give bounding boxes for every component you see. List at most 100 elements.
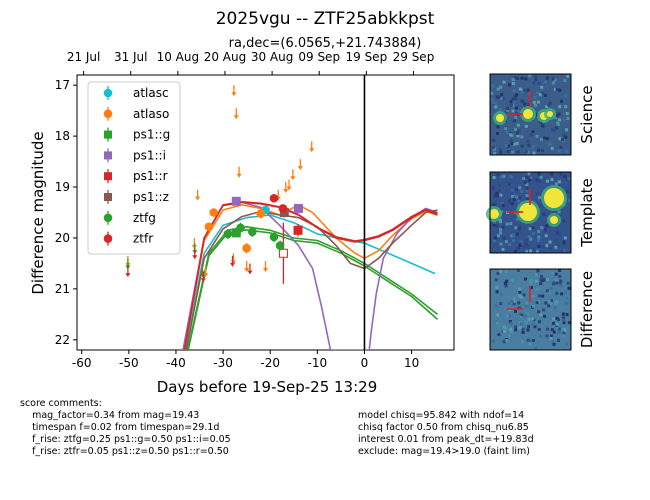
cutout-noise (494, 105, 498, 109)
upper-limit-arrow (309, 141, 315, 153)
x-tick-label: -50 (119, 356, 139, 370)
cutout-noise (531, 247, 535, 251)
cutout-noise (506, 144, 510, 148)
cutout-noise (558, 137, 562, 141)
cutout-noise (514, 309, 517, 313)
x-tick-label: -20 (260, 356, 280, 370)
cutout-noise (558, 105, 562, 109)
cutout-noise (492, 223, 496, 227)
cutout-noise (512, 197, 516, 201)
upper-limit-arrow (192, 248, 198, 260)
limit-head (236, 173, 242, 178)
cutout-star (519, 203, 537, 221)
legend-marker (103, 88, 113, 98)
limit-head (195, 196, 201, 201)
cutout-noise (544, 228, 547, 232)
cutout-noise (538, 334, 542, 338)
legend-label: atlaso (133, 107, 169, 121)
cutout-noise (518, 294, 522, 298)
cutout-noise (514, 106, 518, 110)
cutout-noise (521, 330, 525, 334)
cutout-noise (533, 96, 537, 100)
cutout-noise (537, 244, 541, 248)
cutout-noise (508, 243, 512, 247)
cutout-noise (511, 189, 515, 193)
limit-head (192, 255, 198, 260)
cutout-noise (554, 278, 558, 282)
cutout-noise (520, 295, 524, 299)
y-tick-label: 21 (55, 282, 70, 296)
cutout-noise (564, 301, 568, 305)
cutout-noise (499, 302, 503, 306)
cutout-label: Template (578, 178, 596, 247)
cutout-noise (565, 342, 569, 346)
cutout-noise (542, 245, 546, 249)
cutout-noise (544, 80, 548, 84)
cutout-noise (502, 236, 506, 240)
cutout-noise (509, 103, 513, 107)
cutout-noise (551, 77, 555, 81)
cutout-noise (545, 289, 549, 293)
cutout-noise (496, 125, 500, 129)
cutout-noise (509, 321, 513, 325)
cutout-noise (529, 133, 533, 137)
cutout-noise (523, 102, 527, 106)
cutout-noise (518, 321, 522, 324)
cutout-noise (520, 88, 524, 92)
cutout-noise (522, 246, 526, 250)
cutout-noise (527, 245, 531, 249)
cutout-noise (537, 327, 541, 331)
cutout-noise (549, 334, 553, 338)
cutout-noise (519, 240, 523, 244)
cutout-panels: Science Template Difference (486, 73, 596, 351)
cutout-noise (557, 331, 561, 335)
legend-marker (103, 109, 113, 119)
cutout-noise (517, 287, 521, 291)
cutout-noise (554, 272, 558, 276)
cutout-noise (565, 112, 569, 115)
cutout-noise (505, 279, 509, 283)
cutout-noise (554, 126, 558, 130)
cutout-star (496, 114, 504, 122)
cutout-noise (538, 294, 542, 298)
cutout-noise (560, 99, 563, 103)
cutout-noise (491, 84, 495, 88)
cutout-noise (522, 88, 526, 92)
cutout-noise (494, 304, 498, 308)
cutout-noise (531, 339, 535, 342)
cutout-noise (525, 186, 529, 190)
cutout-noise (545, 244, 549, 248)
upper-limit-arrow (263, 260, 268, 272)
cutout-noise (550, 328, 554, 332)
cutout-noise (562, 314, 566, 318)
cutout-panel: Template (486, 171, 596, 254)
legend-marker (104, 151, 112, 160)
cutout-noise (555, 281, 559, 285)
cutout-noise (504, 144, 508, 148)
cutout-noise (518, 326, 522, 330)
cutout-noise (558, 88, 562, 92)
data-point (278, 204, 288, 213)
data-point (269, 231, 279, 243)
cutout-noise (558, 327, 562, 331)
cutout-noise (512, 302, 516, 306)
cutout-noise (562, 321, 566, 325)
marker-circle (275, 241, 285, 250)
model-curve (184, 214, 436, 350)
cutout-noise (562, 133, 566, 137)
cutout-noise (499, 231, 503, 235)
cutout-noise (510, 330, 514, 334)
limit-head (244, 267, 250, 272)
legend-label: ztfg (133, 211, 156, 225)
cutout-noise (541, 149, 545, 153)
cutout-noise (539, 282, 543, 286)
cutout-panel: Difference (489, 268, 596, 351)
cutout-star (489, 209, 499, 219)
cutout-noise (537, 235, 541, 239)
cutout-noise (530, 279, 534, 282)
legend: atlascatlasops1::gps1::ips1::rps1::zztfg… (87, 81, 181, 255)
figure-title: 2025vgu -- ZTF25abkkpst (216, 9, 435, 29)
cutout-noise (534, 347, 538, 350)
cutout-noise (527, 325, 531, 329)
cutout-noise (524, 150, 528, 154)
